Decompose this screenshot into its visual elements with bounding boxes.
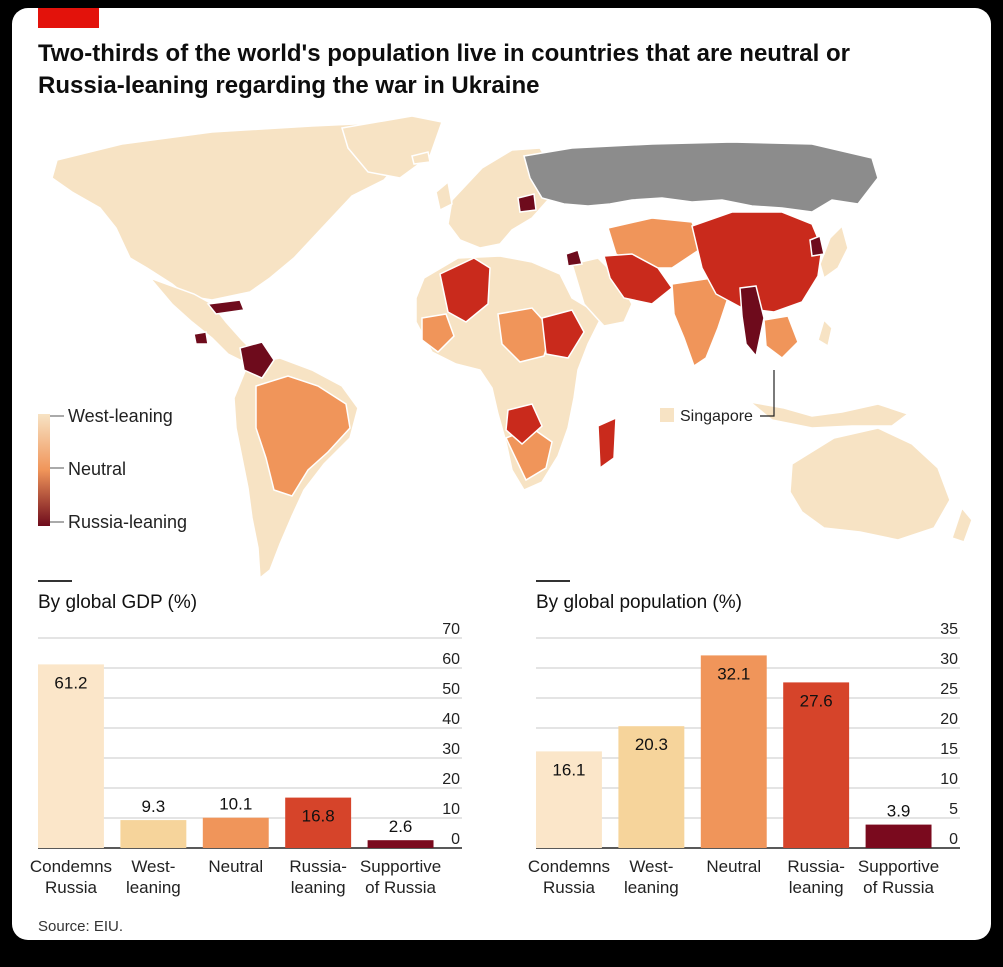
population-tick-label: 25: [940, 681, 958, 698]
chart-card: Two-thirds of the world's population liv…: [12, 8, 991, 940]
population-category-label: leaning: [789, 878, 844, 897]
population-value-label: 20.3: [635, 735, 668, 754]
singapore-swatch: [660, 408, 674, 422]
source-note: Source: EIU.: [38, 918, 124, 935]
population-value-label: 3.9: [887, 802, 911, 821]
singapore-label: Singapore: [680, 408, 753, 425]
gdp-tick-label: 30: [442, 741, 460, 758]
population-tick-label: 35: [940, 621, 958, 638]
population-category-label: Russia: [543, 878, 596, 897]
population-bar: [536, 751, 602, 848]
population-bar: [865, 824, 932, 848]
gdp-value-label: 61.2: [54, 673, 87, 692]
population-tick-label: 30: [940, 651, 958, 668]
population-tick-label: 5: [949, 801, 958, 818]
population-bar-chart: 0 5 10 15 20 25 30 35 16.1 Condemns Russia 20.3 West…: [528, 621, 960, 897]
gdp-category-label: Russia-: [289, 857, 347, 876]
gdp-tick-label: 0: [451, 831, 460, 848]
population-category-label: of Russia: [863, 878, 934, 897]
gdp-value-label: 10.1: [219, 795, 252, 814]
legend-label-neutral: Neutral: [68, 459, 126, 479]
legend-color-scale: [38, 414, 50, 526]
gdp-panel-rule: [38, 580, 72, 582]
population-tick-label: 0: [949, 831, 958, 848]
gdp-tick-label: 10: [442, 801, 460, 818]
population-category-label: leaning: [624, 878, 679, 897]
population-tick-label: 20: [940, 711, 958, 728]
gdp-category-label: West-: [131, 857, 175, 876]
gdp-category-label: Neutral: [208, 857, 263, 876]
gdp-value-label: 16.8: [302, 807, 335, 826]
singapore-leader-line: [760, 370, 775, 417]
gdp-bar: [367, 840, 434, 848]
population-panel-title: By global population (%): [536, 592, 742, 613]
gdp-bar: [38, 664, 104, 848]
gdp-tick-label: 50: [442, 681, 460, 698]
map-supportive-regions: [193, 193, 825, 379]
population-value-label: 32.1: [717, 664, 750, 683]
gdp-panel-title: By global GDP (%): [38, 592, 198, 613]
legend-label-russia: Russia-leaning: [68, 512, 187, 532]
population-tick-label: 10: [940, 771, 958, 788]
gdp-tick-label: 70: [442, 621, 460, 638]
population-value-label: 16.1: [552, 760, 585, 779]
gdp-category-label: leaning: [291, 878, 346, 897]
population-bar: [700, 655, 767, 848]
map-russia: [523, 141, 879, 213]
population-category-label: Supportive: [858, 857, 939, 876]
legend-label-west: West-leaning: [68, 406, 173, 426]
gdp-tick-label: 60: [442, 651, 460, 668]
map-russia-leaning-regions: [439, 211, 823, 470]
population-tick-label: 15: [940, 741, 958, 758]
gdp-category-label: of Russia: [365, 878, 436, 897]
gdp-tick-label: 40: [442, 711, 460, 728]
population-value-label: 27.6: [800, 691, 833, 710]
world-map: West-leaning Neutral Russia-leaning Sing…: [38, 115, 973, 580]
population-category-label: West-: [629, 857, 673, 876]
population-category-label: Condemns: [528, 857, 610, 876]
chart-title: Two-thirds of the world's population liv…: [38, 40, 850, 99]
brand-tag: [38, 8, 99, 28]
population-panel-rule: [536, 580, 570, 582]
population-category-label: Neutral: [706, 857, 761, 876]
gdp-bar: [285, 797, 352, 848]
gdp-category-label: Supportive: [360, 857, 441, 876]
gdp-tick-label: 20: [442, 771, 460, 788]
gdp-category-label: Condemns: [30, 857, 112, 876]
population-bar: [783, 682, 850, 848]
gdp-category-label: leaning: [126, 878, 181, 897]
gdp-bar: [202, 817, 269, 848]
gdp-bar: [120, 820, 187, 848]
gdp-value-label: 9.3: [142, 797, 166, 816]
population-category-label: Russia-: [787, 857, 845, 876]
gdp-category-label: Russia: [45, 878, 98, 897]
population-bar: [618, 726, 685, 848]
gdp-bar-chart: 0 10 20 30 40 50 60 70 61.2 Condemns Russia 9.3 West…: [30, 621, 462, 897]
gdp-value-label: 2.6: [389, 817, 413, 836]
